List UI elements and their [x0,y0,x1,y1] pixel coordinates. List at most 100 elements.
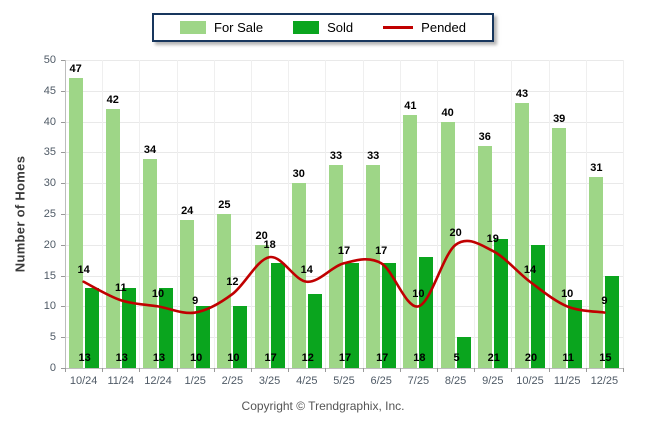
x-tick-mark [102,368,104,372]
gridline-horizontal [65,90,623,92]
x-tick-label: 9/25 [482,375,504,387]
gridline-vertical [362,60,364,368]
gridline-vertical [511,60,513,368]
pended-value-label: 9 [601,294,608,307]
sold-swatch [293,21,320,34]
for-sale-value-label: 43 [515,88,529,101]
for-sale-bar [254,244,269,368]
y-tick-mark [61,244,65,246]
legend-label-for-sale: For Sale [214,20,264,35]
sold-bar [568,300,583,368]
for-sale-value-label: 34 [143,143,157,156]
x-tick-mark [139,368,141,372]
x-tick-mark [511,368,513,372]
y-tick-mark [61,214,65,215]
x-tick-mark [623,368,624,372]
x-tick-mark [437,368,438,372]
gridline-horizontal [65,60,623,61]
x-tick-label: 3/25 [258,375,281,387]
sold-value-label: 13 [78,352,91,364]
gridline-vertical [399,60,401,368]
pended-value-label: 20 [449,226,462,239]
legend-label-pended: Pended [421,20,466,35]
y-axis-title: Number of Homes [12,155,28,273]
sold-value-label: 13 [115,352,128,364]
legend-item-sold: Sold [293,20,353,35]
gridline-vertical [139,60,141,368]
sold-bar [196,306,211,368]
for-sale-value-label: 39 [553,112,566,125]
pended-value-label: 9 [192,294,199,307]
legend-item-pended: Pended [383,20,466,35]
for-sale-bar [515,103,529,368]
x-axis-line [65,368,624,369]
x-tick-label: 12/25 [590,375,619,387]
gridline-vertical [251,60,252,368]
gridline-vertical [102,60,104,368]
gridline-vertical [548,60,550,368]
gridline-horizontal [65,152,623,154]
gridline-vertical [325,60,327,368]
pended-value-label: 10 [561,288,574,301]
gridline-vertical [213,60,215,368]
sold-value-label: 10 [190,352,203,364]
gridline-vertical [176,60,178,368]
x-tick-label: 2/25 [221,375,244,387]
for-sale-bar [589,177,604,368]
sold-value-label: 18 [413,352,426,364]
pended-line-swatch [383,26,414,29]
gridline-vertical [474,60,476,368]
for-sale-value-label: 33 [367,149,380,162]
y-tick-label: 35 [43,146,56,159]
pended-value-label: 11 [114,282,127,295]
x-tick-mark [65,368,66,372]
for-sale-bar [329,164,343,368]
for-sale-value-label: 30 [292,168,305,181]
for-sale-value-label: 33 [329,149,343,162]
for-sale-bar [105,109,120,368]
y-tick-mark [61,121,65,123]
y-tick-label: 5 [49,331,56,344]
x-tick-mark [251,368,252,372]
x-tick-label: 5/25 [333,375,355,387]
x-tick-label: 6/25 [370,375,392,387]
sold-bar [493,238,508,368]
sold-value-label: 17 [264,352,277,364]
gridline-vertical [623,60,624,368]
for-sale-value-label: 31 [590,162,603,175]
x-tick-label: 1/25 [184,375,206,387]
sold-value-label: 17 [338,352,352,364]
x-tick-mark [399,368,401,372]
pended-value-label: 18 [263,239,276,252]
x-tick-label: 10/25 [516,375,544,387]
x-tick-label: 10/24 [69,375,98,387]
sold-bar [456,337,471,368]
gridline-horizontal [65,337,623,339]
sold-value-label: 20 [524,352,538,364]
for-sale-value-label: 42 [106,94,119,107]
gridline-vertical [288,60,290,368]
y-tick-label: 25 [43,208,56,220]
for-sale-bar [143,158,157,368]
sold-value-label: 12 [301,352,314,364]
x-tick-label: 8/25 [444,375,467,387]
for-sale-bar [403,115,418,368]
x-tick-mark [288,368,290,372]
for-sale-bar [552,127,567,368]
sold-value-label: 21 [487,352,500,364]
x-tick-mark [362,368,364,372]
y-tick-label: 50 [43,54,56,66]
x-tick-mark [548,368,550,372]
x-tick-mark [474,368,476,372]
y-tick-label: 40 [43,115,56,128]
gridline-horizontal [65,214,623,215]
pended-value-label: 14 [300,263,313,276]
x-tick-mark [176,368,178,372]
y-tick-mark [61,368,65,369]
y-tick-label: 30 [43,177,56,190]
y-tick-label: 45 [43,84,56,97]
x-tick-label: 7/25 [407,375,430,387]
pended-value-label: 10 [151,288,165,301]
x-tick-label: 4/25 [296,375,318,387]
x-tick-label: 11/25 [553,375,581,387]
